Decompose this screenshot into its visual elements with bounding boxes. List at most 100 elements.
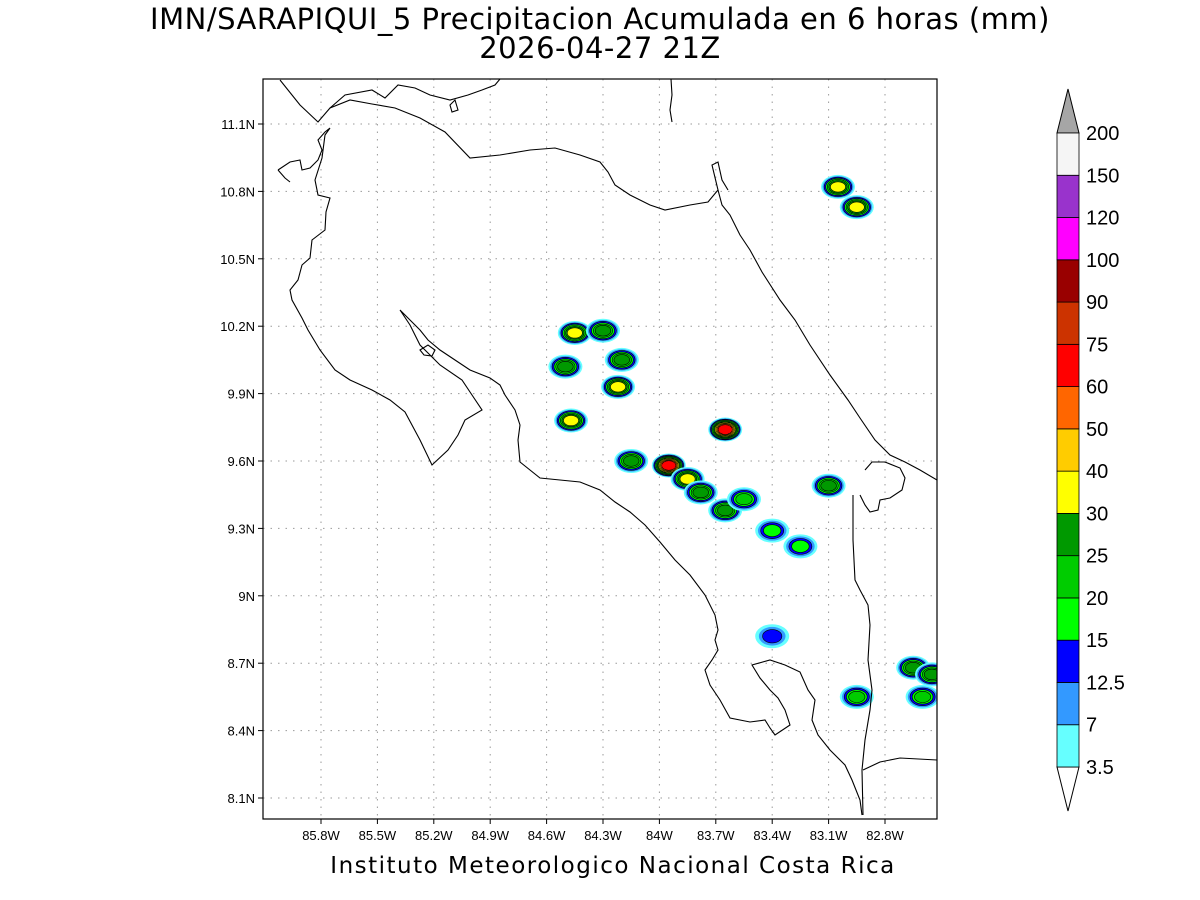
lon-tick-label: 82.8W — [866, 828, 904, 843]
precip-cell — [708, 417, 743, 442]
colorbar-legend: 3.5 7 12.5 15 20 25 30 40 50 60 75 90 100 120 150 200 — [1056, 88, 1125, 812]
footer-credit: Instituto Meteorologico Nacional Costa R… — [330, 853, 896, 879]
precip-cell — [811, 473, 846, 498]
lat-tick-label: 11.1N — [221, 117, 255, 132]
colorbar-swatch — [1056, 724, 1080, 768]
colorbar-swatch — [1056, 259, 1080, 303]
precip-contour — [820, 480, 837, 492]
coastline-borders — [277, 79, 937, 816]
precip-contour — [717, 504, 734, 517]
lat-tick-label: 8.4N — [228, 724, 255, 739]
colorbar-label: 100 — [1086, 250, 1119, 272]
lat-tick-label: 8.7N — [228, 656, 255, 671]
precip-cell — [548, 354, 583, 379]
lon-tick-label: 83.1W — [810, 828, 848, 843]
lon-tick-label: 85.8W — [302, 828, 340, 843]
lon-tick-label: 83.4W — [753, 828, 791, 843]
colorbar-swatch — [1056, 597, 1080, 641]
precip-cell — [783, 534, 818, 559]
colorbar-label: 60 — [1086, 377, 1108, 399]
lat-tick-label: 10.2N — [220, 319, 255, 334]
precip-contour — [692, 486, 709, 499]
precip-cell — [821, 174, 855, 199]
precip-contour — [735, 493, 753, 506]
precipitation-field — [548, 174, 937, 709]
colorbar-label: 150 — [1086, 165, 1119, 187]
precip-cell — [905, 684, 937, 709]
lon-tick-label: 84.6W — [528, 828, 566, 843]
precip-cell — [755, 624, 790, 649]
lat-tick-label: 8.1N — [228, 791, 255, 806]
colorbar-label: 40 — [1086, 461, 1108, 483]
colorbar-swatch — [1056, 555, 1080, 599]
colorbar-swatch — [1056, 513, 1080, 557]
precip-contour — [661, 460, 677, 471]
precip-cell — [557, 320, 592, 345]
precip-contour — [830, 181, 846, 193]
precip-cell — [601, 374, 636, 399]
lat-tick-label: 9.3N — [228, 521, 255, 536]
colorbar-swatch — [1056, 386, 1080, 430]
precip-contour — [623, 455, 640, 467]
map-title: IMN/SARAPIQUI_5 Precipitacion Acumulada … — [150, 2, 1050, 36]
precip-cell — [839, 684, 874, 709]
precip-cell — [755, 518, 790, 543]
map-frame — [262, 78, 938, 820]
colorbar-swatch — [1056, 343, 1080, 388]
colorbar-max-triangle — [1056, 88, 1080, 134]
precip-cell — [839, 195, 874, 220]
colorbar-label: 30 — [1086, 503, 1108, 525]
colorbar-label: 25 — [1086, 546, 1108, 568]
colorbar-swatch — [1056, 174, 1080, 218]
colorbar-swatch — [1056, 428, 1080, 472]
colorbar-label: 3.5 — [1086, 757, 1114, 779]
lat-tick-label: 10.5N — [220, 252, 255, 267]
precip-cell — [614, 449, 649, 473]
colorbar-swatch — [1056, 301, 1080, 345]
colorbar-label: 20 — [1086, 588, 1108, 610]
lon-tick-label: 84.3W — [584, 828, 622, 843]
lat-tick-label: 9.6N — [228, 454, 255, 469]
colorbar-label: 7 — [1086, 715, 1097, 737]
lat-tick-label: 9N — [238, 589, 255, 604]
precip-contour — [923, 668, 937, 681]
precip-cell — [554, 408, 589, 433]
colorbar-label: 200 — [1086, 123, 1119, 145]
precip-contour — [594, 325, 612, 337]
precip-contour — [848, 691, 866, 703]
precip-contour — [610, 381, 626, 393]
lat-tick-label: 10.8N — [220, 184, 255, 199]
map-valid-time: 2026-04-27 21Z — [479, 31, 721, 65]
colorbar-label: 15 — [1086, 630, 1108, 652]
precip-cell — [915, 662, 937, 687]
lat-tick-label: 9.9N — [228, 387, 255, 402]
precip-contour — [679, 473, 696, 485]
precip-contour — [791, 540, 810, 553]
lon-tick-label: 83.7W — [697, 828, 735, 843]
colorbar-swatch — [1056, 470, 1080, 514]
colorbar-label: 50 — [1086, 419, 1108, 441]
colorbar-label: 90 — [1086, 292, 1108, 314]
colorbar-swatch — [1056, 217, 1080, 261]
precip-cell — [683, 480, 718, 505]
precip-contour — [914, 691, 932, 703]
colorbar-label: 75 — [1086, 334, 1108, 356]
precip-contour — [563, 415, 579, 427]
precip-cell — [604, 347, 639, 372]
lon-tick-label: 85.2W — [415, 828, 453, 843]
precip-contour — [613, 354, 630, 366]
colorbar-label: 120 — [1086, 208, 1119, 230]
precip-contour — [717, 424, 733, 435]
precip-contour — [763, 524, 782, 537]
colorbar-swatch — [1056, 682, 1080, 726]
precip-contour — [848, 201, 865, 213]
precip-contour — [566, 327, 583, 339]
colorbar-swatch — [1056, 639, 1080, 683]
lon-tick-label: 84W — [646, 828, 673, 843]
precip-cell — [727, 487, 761, 512]
lon-tick-label: 84.9W — [471, 828, 509, 843]
lon-tick-label: 85.5W — [359, 828, 397, 843]
precip-cell — [586, 318, 620, 343]
axis-ticks: 85.8W 85.5W 85.2W 84.9W 84.6W 84.3W 84W 83.7W 83… — [220, 117, 904, 843]
